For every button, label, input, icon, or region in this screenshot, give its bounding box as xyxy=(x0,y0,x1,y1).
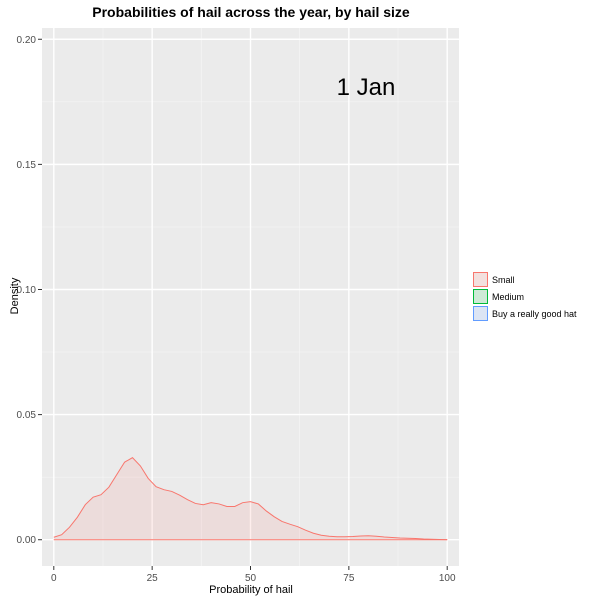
legend-swatch xyxy=(473,272,488,287)
major-gridlines xyxy=(42,28,459,566)
chart-title: Probabilities of hail across the year, b… xyxy=(92,4,410,20)
date-annotation: 1 Jan xyxy=(337,74,396,101)
legend-label: Buy a really good hat xyxy=(492,309,577,319)
x-tick-label: 100 xyxy=(439,573,456,584)
legend-swatch xyxy=(473,289,488,304)
density-series xyxy=(53,457,448,541)
legend-label: Medium xyxy=(492,292,524,302)
legend-key-background xyxy=(473,272,488,287)
legend-key-background xyxy=(473,306,488,321)
x-tick-label: 25 xyxy=(147,573,159,584)
y-axis: 0.00 0.05 0.10 0.15 0.20 xyxy=(17,35,42,546)
x-axis: 0 25 50 75 100 xyxy=(51,566,456,584)
legend-label: Small xyxy=(492,275,515,285)
legend: Small Medium Buy a really good hat xyxy=(473,272,577,321)
x-tick-label: 50 xyxy=(245,573,257,584)
density-line-small xyxy=(53,457,448,541)
y-tick-label: 0.15 xyxy=(17,160,37,171)
y-tick-label: 0.00 xyxy=(17,535,37,546)
legend-key-background xyxy=(473,289,488,304)
legend-swatch xyxy=(473,306,488,321)
x-axis-label: Probability of hail xyxy=(209,584,293,596)
y-tick-label: 0.10 xyxy=(17,285,37,296)
x-tick-label: 0 xyxy=(51,573,57,584)
x-tick-label: 75 xyxy=(343,573,355,584)
y-axis-label: Density xyxy=(9,277,21,314)
y-tick-label: 0.20 xyxy=(17,35,37,46)
y-tick-label: 0.05 xyxy=(17,410,37,421)
density-area-small xyxy=(53,457,448,540)
